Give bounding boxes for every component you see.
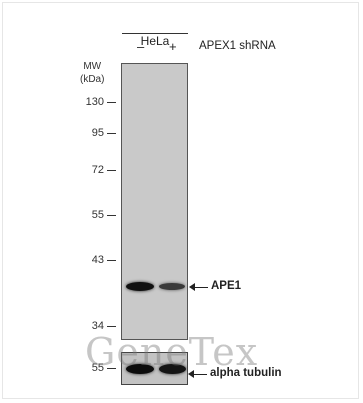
treatment-label: APEX1 shRNA bbox=[199, 40, 276, 52]
genetex-watermark: GeneTex bbox=[85, 330, 259, 374]
cell-line-underline bbox=[122, 33, 188, 34]
western-blot-main bbox=[121, 63, 188, 340]
mw-title-line2: (kDa) bbox=[80, 74, 105, 85]
lane-plus-label: + bbox=[169, 39, 177, 54]
band-tubulin-lane2 bbox=[159, 364, 186, 374]
mw-tick bbox=[107, 368, 116, 369]
cell-line-label: HeLa bbox=[140, 34, 170, 48]
mw-marker-72: 72 bbox=[70, 164, 120, 176]
mw-marker-130: 130 bbox=[70, 96, 120, 108]
western-blot-loading-control bbox=[121, 352, 188, 385]
mw-title-line1: MW bbox=[83, 61, 102, 72]
mw-marker-55-lower: 55 bbox=[70, 362, 120, 374]
mw-tick bbox=[107, 133, 116, 134]
mw-marker-95: 95 bbox=[70, 127, 120, 139]
mw-tick bbox=[107, 326, 116, 327]
band-ape1-lane2 bbox=[159, 283, 185, 290]
lane-minus-label: – bbox=[137, 39, 145, 54]
ape1-arrow-icon bbox=[189, 283, 208, 291]
figure-frame bbox=[2, 2, 359, 399]
tubulin-band-label: alpha tubulin bbox=[210, 367, 282, 379]
mw-tick bbox=[107, 215, 116, 216]
mw-tick bbox=[107, 260, 116, 261]
band-tubulin-lane1 bbox=[126, 364, 154, 374]
mw-tick bbox=[107, 102, 116, 103]
mw-title: MW (kDa) bbox=[80, 60, 104, 86]
mw-marker-55: 55 bbox=[70, 209, 120, 221]
band-ape1-lane1 bbox=[126, 282, 154, 291]
ape1-band-label: APE1 bbox=[211, 280, 242, 292]
mw-marker-34: 34 bbox=[70, 320, 120, 332]
mw-tick bbox=[107, 170, 116, 171]
tubulin-arrow-icon bbox=[188, 370, 207, 378]
mw-marker-43: 43 bbox=[70, 254, 120, 266]
